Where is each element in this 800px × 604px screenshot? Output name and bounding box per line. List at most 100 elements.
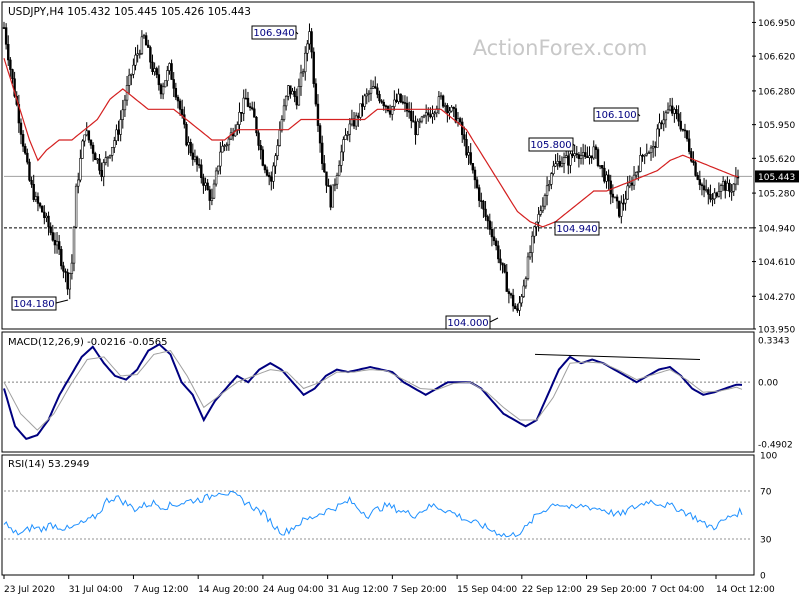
candle-body <box>151 61 154 72</box>
candlesticks <box>2 21 740 316</box>
candle-body <box>418 120 421 123</box>
candle-body <box>168 63 171 71</box>
callout-leader <box>55 299 69 304</box>
rsi-tick-label: 30 <box>760 536 772 546</box>
callout-box <box>251 25 297 40</box>
candle-body <box>365 93 368 97</box>
rsi-levels <box>4 490 752 540</box>
candle-body <box>524 278 528 287</box>
candle-body <box>441 95 445 107</box>
candle-body <box>325 171 328 186</box>
candle-body <box>43 211 46 218</box>
candle-body <box>161 86 165 95</box>
macd-signal-line <box>3 350 743 431</box>
price-tick-label: 106.950 <box>758 19 795 29</box>
candle-body <box>180 109 184 116</box>
candle-body <box>329 186 332 208</box>
macd-axis: 0.3343 0.00 -0.4902 <box>758 337 793 451</box>
candle-body <box>516 308 519 311</box>
candle-body <box>567 155 570 166</box>
candle-body <box>376 87 379 95</box>
candle-body <box>21 134 25 147</box>
candle-body <box>255 116 258 134</box>
rsi-line <box>3 490 743 538</box>
candle-body <box>571 153 574 157</box>
candle-body <box>32 183 35 200</box>
ma-path <box>3 58 739 228</box>
candle-body <box>206 182 209 190</box>
candle-body <box>719 185 723 192</box>
price-tick-label: 105.950 <box>758 121 795 131</box>
candle-body <box>89 139 93 146</box>
watermark: ActionForex.com <box>473 36 648 60</box>
candle-body <box>736 176 740 179</box>
candle-body <box>431 113 434 118</box>
candle-body <box>374 86 377 89</box>
candle-body <box>183 114 186 125</box>
price-tick-label: 104.940 <box>758 224 795 234</box>
candle-body <box>403 102 407 104</box>
candle-body <box>588 155 591 159</box>
candle-body <box>463 134 466 140</box>
candle-body <box>609 180 612 195</box>
candle-body <box>24 146 27 154</box>
candle-body <box>289 85 292 95</box>
macd-panel: MACD(12,26,9) -0.0216 -0.0565 0.3343 0.00… <box>1 331 793 453</box>
candle-body <box>238 112 241 125</box>
candle-body <box>658 122 661 130</box>
candle-body <box>30 179 33 185</box>
candle-body <box>446 105 449 114</box>
candle-body <box>475 179 479 188</box>
candle-body <box>342 139 345 153</box>
rsi-tick-label: 0 <box>760 572 766 582</box>
candle-body <box>140 36 144 54</box>
candle-body <box>620 202 623 217</box>
candle-body <box>726 182 729 191</box>
candle-body <box>579 155 583 159</box>
callout-104.000: 104.000 <box>445 315 499 330</box>
candle-body <box>405 102 409 112</box>
candle-body <box>724 181 727 191</box>
rsi-path <box>3 490 743 538</box>
candle-body <box>382 101 385 107</box>
time-label: 31 Jul 04:00 <box>69 585 123 595</box>
time-label: 14 Oct 12:00 <box>716 585 775 595</box>
candle-body <box>399 93 402 103</box>
candle-body <box>354 115 358 127</box>
candle-body <box>473 169 477 181</box>
candle-body <box>153 68 156 72</box>
candle-body <box>166 70 169 82</box>
candle-body <box>100 169 103 177</box>
candle-body <box>363 95 366 107</box>
candle-body <box>87 130 91 141</box>
candle-body <box>47 215 50 228</box>
candle-body <box>615 196 619 202</box>
candle-body <box>420 116 424 122</box>
candle-body <box>624 198 627 204</box>
candle-body <box>711 198 714 201</box>
candle-body <box>304 52 307 73</box>
candle-body <box>683 129 687 132</box>
time-label: 14 Aug 20:00 <box>198 585 259 595</box>
candle-body <box>170 63 173 80</box>
rsi-panel-frame <box>1 454 755 576</box>
callout-104.940: 104.940 <box>554 221 600 236</box>
candle-body <box>172 79 175 89</box>
candle-body <box>265 169 269 176</box>
candle-body <box>575 153 578 155</box>
candle-body <box>359 103 362 118</box>
candle-body <box>656 128 659 148</box>
candle-body <box>707 189 710 195</box>
candle-body <box>369 88 373 94</box>
candle-body <box>352 118 356 127</box>
callout-label: 104.940 <box>556 224 597 235</box>
candle-body <box>499 258 502 264</box>
candle-body <box>492 236 496 242</box>
candle-body <box>36 196 40 204</box>
candle-body <box>157 74 161 86</box>
candle-body <box>511 294 515 307</box>
candle-body <box>4 27 8 45</box>
candle-body <box>293 90 296 97</box>
candle-body <box>68 273 71 290</box>
candle-body <box>692 160 695 163</box>
